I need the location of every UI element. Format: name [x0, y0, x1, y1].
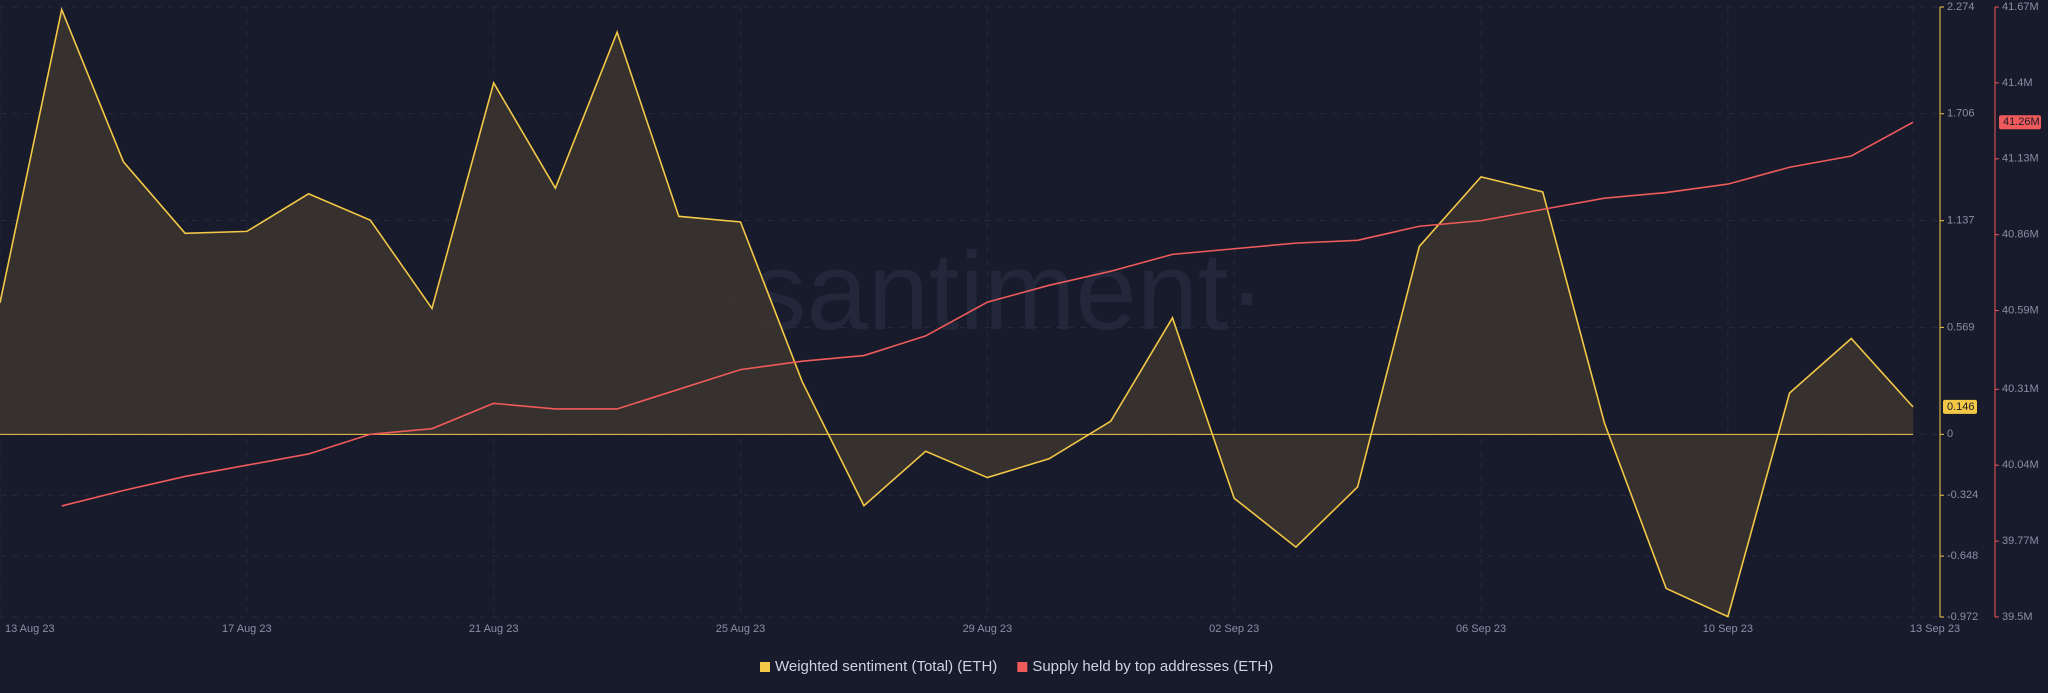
x-tick-label: 29 Aug 23 — [963, 623, 1013, 635]
value-label: 0.146 — [1947, 401, 1975, 413]
area — [0, 9, 1913, 617]
y2-tick-label: 40.86M — [2002, 229, 2039, 241]
legend-swatch — [1017, 662, 1028, 672]
legend: Weighted sentiment (Total) (ETH) Supply h… — [760, 658, 1273, 675]
y2-tick-label: 40.04M — [2002, 459, 2039, 471]
y2-tick-label: 40.59M — [2002, 305, 2039, 317]
x-tick-label: 02 Sep 23 — [1209, 623, 1259, 635]
y-tick-label: 2.274 — [1947, 1, 1975, 13]
y-tick-label: 0.569 — [1947, 321, 1975, 333]
y2-tick-label: 39.5M — [2002, 611, 2033, 623]
legend-label: Supply held by top addresses (ETH) — [1032, 658, 1273, 675]
x-tick-label: 13 Sep 23 — [1910, 623, 1960, 635]
watermark: ·santiment· — [715, 230, 1265, 353]
value-badge — [1999, 115, 2041, 130]
y-tick-label: 1.137 — [1947, 215, 1975, 227]
x-tick-label: 21 Aug 23 — [469, 623, 519, 635]
y-tick-label: -0.648 — [1947, 550, 1978, 562]
y2-tick-label: 39.77M — [2002, 535, 2039, 547]
line — [0, 6, 1914, 618]
x-tick-label: 13 Aug 23 — [5, 623, 55, 635]
y2-tick-label: 41.67M — [2002, 1, 2039, 13]
y-tick-label: 0 — [1947, 428, 1953, 440]
x-tick-label: 06 Sep 23 — [1456, 623, 1506, 635]
x-tick-label: 25 Aug 23 — [716, 623, 766, 635]
y2-tick-label: 40.31M — [2002, 383, 2039, 395]
value-badge — [1943, 399, 1977, 414]
value-label: 41.26M — [2003, 116, 2040, 128]
x-tick-label: 10 Sep 23 — [1703, 623, 1753, 635]
legend-label: Weighted sentiment (Total) (ETH) — [775, 658, 997, 675]
y-tick-label: -0.324 — [1947, 489, 1978, 501]
y2-tick-label: 41.13M — [2002, 153, 2039, 165]
x-tick-label: 17 Aug 23 — [222, 623, 272, 635]
y-tick-label: 1.706 — [1947, 108, 1975, 120]
line — [61, 121, 1914, 507]
y2-tick-label: 41.4M — [2002, 77, 2033, 89]
legend-swatch — [760, 662, 770, 672]
y-tick-label: -0.972 — [1947, 611, 1978, 623]
